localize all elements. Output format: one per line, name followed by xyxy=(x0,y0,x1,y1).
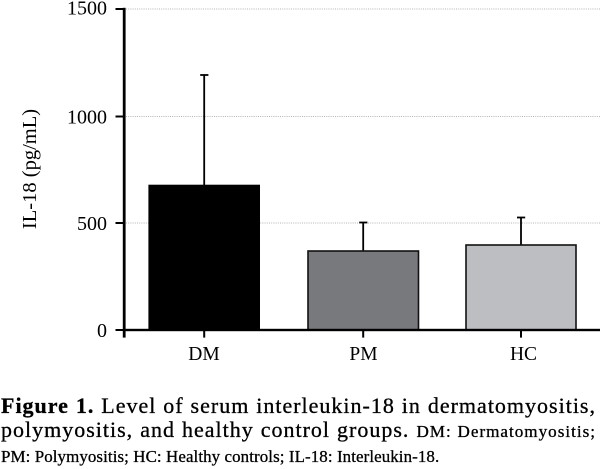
svg-text:HC: HC xyxy=(510,344,537,365)
svg-text:1000: 1000 xyxy=(67,107,107,129)
svg-text:IL-18 (pg/mL): IL-18 (pg/mL) xyxy=(19,109,41,229)
svg-text:PM: PM xyxy=(349,344,377,365)
svg-text:1500: 1500 xyxy=(67,0,107,20)
svg-text:0: 0 xyxy=(97,320,107,342)
svg-text:DM: DM xyxy=(188,344,219,365)
svg-text:500: 500 xyxy=(77,213,107,235)
